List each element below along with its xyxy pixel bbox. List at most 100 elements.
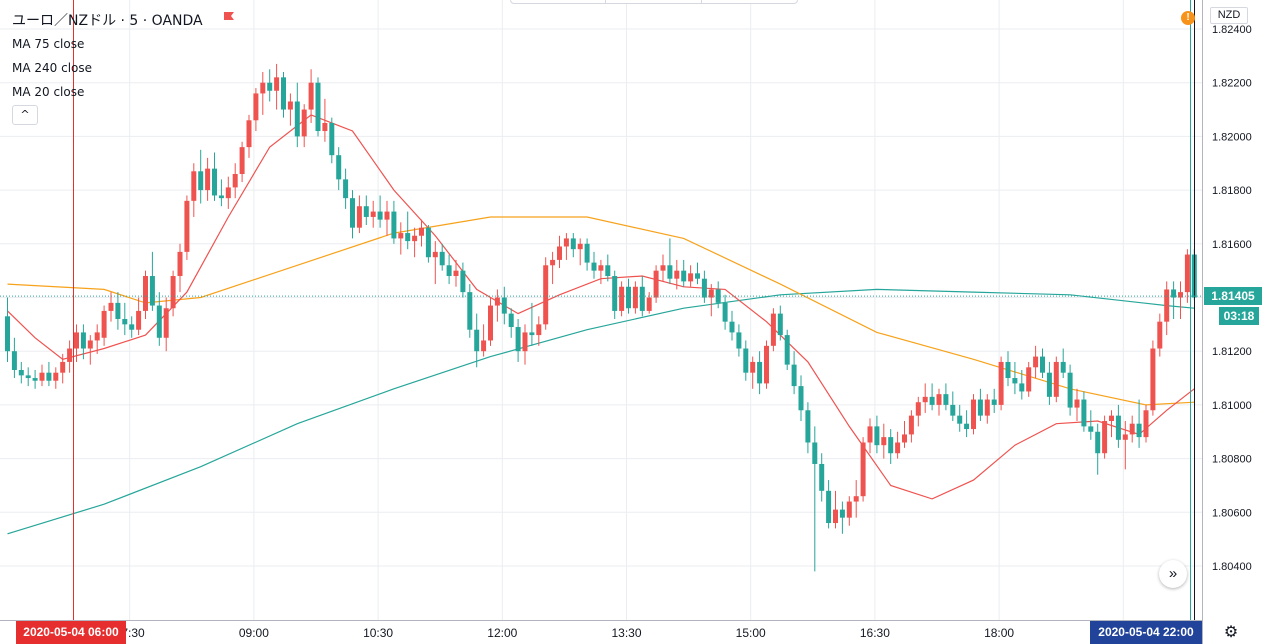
candle-body: [708, 289, 714, 298]
symbol-title[interactable]: ユーロ／NZドル · 5 · OANDA: [12, 13, 203, 29]
price-tick-label: 1.82400: [1212, 24, 1252, 36]
top-toolbar-tab[interactable]: [510, 0, 798, 4]
alert-icon[interactable]: !: [1181, 11, 1195, 25]
candle-body: [784, 335, 790, 365]
candle-body: [888, 437, 894, 454]
gear-icon[interactable]: ⚙: [1223, 624, 1239, 641]
candle: [1109, 410, 1114, 438]
candle: [1150, 340, 1156, 416]
indicator-ma75-label[interactable]: MA 75 close: [12, 37, 85, 51]
candle: [515, 318, 521, 362]
candle-body: [439, 251, 445, 266]
candle-body: [729, 321, 735, 333]
candle: [646, 292, 652, 314]
indicator-ma20-label[interactable]: MA 20 close: [12, 85, 85, 99]
candle: [1129, 415, 1135, 443]
candle: [1060, 348, 1066, 379]
candle-body: [412, 235, 418, 242]
candle-body: [136, 310, 142, 330]
candle: [722, 294, 728, 330]
candle: [46, 361, 52, 387]
indicator-ma240-label[interactable]: MA 240 close: [12, 61, 93, 75]
candle: [184, 195, 190, 260]
candle-body: [812, 442, 818, 464]
candle-body: [584, 243, 590, 263]
candle: [522, 324, 528, 365]
candle-body: [529, 332, 535, 336]
candle-body: [322, 122, 328, 132]
candle-body: [170, 276, 176, 309]
candle: [419, 219, 424, 247]
time-tick-label: 12:00: [487, 626, 517, 640]
candle: [805, 402, 811, 454]
candle: [350, 190, 355, 239]
candle: [839, 501, 845, 534]
candle: [170, 270, 176, 317]
candle: [1171, 281, 1177, 319]
candle: [1053, 356, 1059, 403]
candle-body: [115, 302, 121, 319]
candle: [481, 324, 487, 357]
candle: [384, 200, 390, 236]
candle-body: [846, 501, 852, 518]
candle-body: [488, 305, 493, 341]
time-tick-label: 16:30: [860, 626, 890, 640]
candle-body: [46, 372, 52, 381]
candle: [1136, 399, 1142, 448]
candle: [232, 163, 238, 199]
candle-body: [232, 173, 238, 188]
candle: [798, 375, 804, 422]
candle-body: [977, 399, 983, 416]
candle-body: [384, 211, 390, 220]
candle-body: [501, 297, 507, 314]
candle: [977, 388, 983, 422]
candle-body: [329, 122, 335, 156]
candle-body: [1060, 361, 1066, 373]
candle: [301, 104, 307, 148]
flag-icon[interactable]: [223, 11, 235, 23]
candle-body: [308, 82, 314, 110]
candle: [764, 340, 769, 389]
candle: [87, 335, 93, 365]
candle-body: [5, 316, 10, 352]
scroll-to-realtime-button[interactable]: »: [1159, 560, 1187, 588]
candle: [129, 316, 135, 338]
candle-body: [991, 399, 997, 405]
candle: [998, 356, 1004, 411]
candle: [425, 225, 431, 263]
candle-body: [1164, 289, 1170, 322]
candle: [370, 200, 376, 228]
candle-body: [108, 302, 114, 311]
currency-badge[interactable]: NZD: [1210, 7, 1248, 24]
candle-body: [681, 270, 687, 282]
candle-body: [218, 195, 224, 199]
candle-body: [246, 120, 252, 148]
candle-body: [605, 265, 611, 277]
candle: [1157, 313, 1163, 357]
candle-body: [860, 442, 866, 497]
candle: [908, 410, 914, 443]
candle-body: [419, 227, 424, 236]
candle-body: [1095, 431, 1101, 454]
candle: [784, 329, 790, 370]
candle: [343, 168, 349, 209]
candle-body: [639, 286, 645, 311]
candle-body: [405, 233, 411, 242]
candle-body: [53, 372, 59, 381]
candle-body: [805, 410, 811, 443]
candle: [156, 292, 162, 346]
candle: [598, 259, 604, 285]
candle-body: [274, 77, 280, 91]
candle-body: [798, 386, 804, 411]
candle-body: [591, 262, 597, 271]
candle: [1026, 361, 1032, 397]
candle: [867, 418, 873, 454]
candle-body: [1150, 348, 1156, 411]
collapse-legend-button[interactable]: ^: [12, 105, 38, 125]
candle-body: [722, 302, 728, 322]
candle-body: [957, 415, 963, 424]
candle-body: [1033, 356, 1039, 368]
price-tick-label: 1.81200: [1212, 346, 1252, 358]
candle-body: [826, 490, 832, 524]
